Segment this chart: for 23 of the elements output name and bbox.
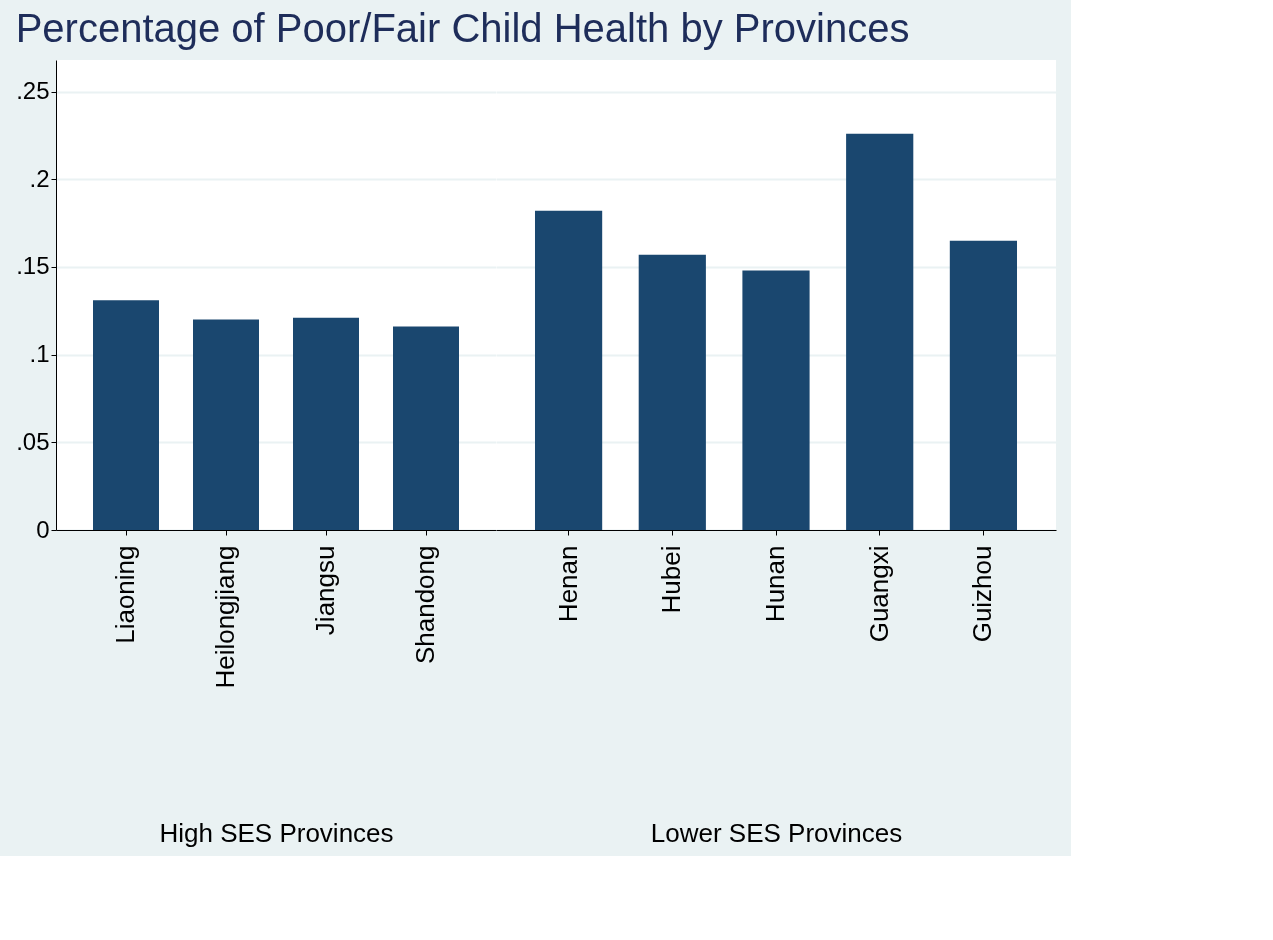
chart-title: Percentage of Poor/Fair Child Health by Provinces [15,6,910,50]
bar [638,254,706,530]
y-tick-label: .1 [29,340,50,368]
x-tick-label: Henan [552,545,583,623]
x-axis-title: High SES Provinces [159,817,394,848]
bar [742,270,810,530]
x-axis-title: Lower SES Provinces [650,817,903,848]
y-tick-label: .2 [29,164,50,192]
y-tick-label: .15 [16,252,50,280]
x-tick-label: Hunan [760,545,790,623]
y-tick-label: 0 [36,515,50,543]
x-tick-label: Guangxi [863,545,894,643]
x-tick-label: Jiangsu [310,545,340,636]
x-tick-label: Heilongjiang [210,545,240,689]
x-tick-label: Shandong [410,545,440,665]
x-tick-label: Liaoning [110,545,140,644]
bar [534,210,603,530]
x-tick-label: Hubei [656,545,687,614]
x-tick-label: Guizhou [967,545,998,643]
y-tick-label: .05 [16,427,50,455]
y-tick-label: .25 [16,77,50,105]
bar [846,133,914,530]
bar [949,240,1018,530]
